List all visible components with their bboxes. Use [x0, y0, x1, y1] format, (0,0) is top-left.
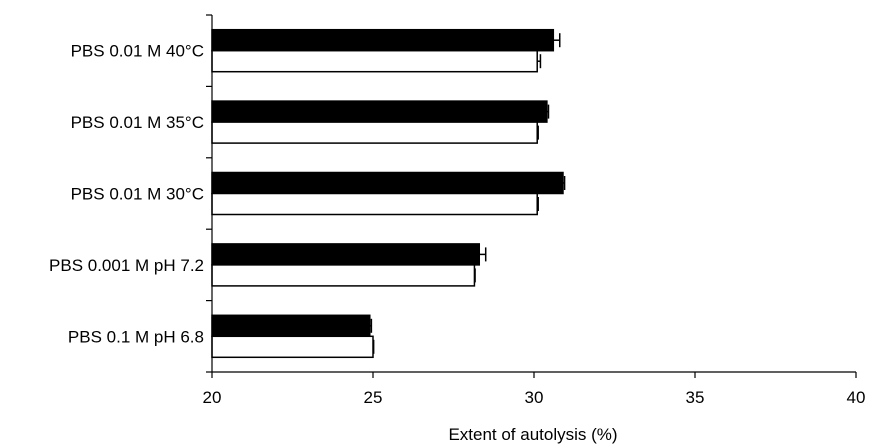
category-label: PBS 0.01 M 40°C: [71, 42, 204, 61]
bar-series-2: [211, 264, 476, 287]
bar-series-1: [211, 100, 548, 123]
bar-series-1: [211, 314, 371, 338]
bar-series-1: [211, 171, 564, 195]
bar-series-2: [211, 49, 538, 73]
x-tick-label: 25: [364, 388, 383, 407]
x-axis-title: Extent of autolysis (%): [448, 425, 617, 444]
x-tick-label: 20: [203, 388, 222, 407]
bar-series-2: [211, 192, 538, 216]
category-label: PBS 0.01 M 30°C: [71, 185, 204, 204]
bars-layer: [211, 28, 564, 359]
axes-layer: [206, 14, 857, 378]
category-label: PBS 0.01 M 35°C: [71, 113, 204, 132]
x-tick-label: 30: [525, 388, 544, 407]
category-label: PBS 0.1 M pH 6.8: [68, 327, 204, 346]
bar-series-2: [211, 121, 538, 144]
bar-series-1: [211, 28, 555, 52]
bar-series-2: [211, 335, 374, 359]
labels-layer: PBS 0.01 M 40°C PBS 0.01 M 35°C PBS 0.01 M…: [49, 42, 865, 407]
bar-series-1: [211, 243, 481, 266]
category-label: PBS 0.001 M pH 7.2: [49, 256, 204, 275]
error-bars-layer: [369, 33, 566, 354]
x-tick-label: 40: [847, 388, 866, 407]
x-tick-label: 35: [686, 388, 705, 407]
